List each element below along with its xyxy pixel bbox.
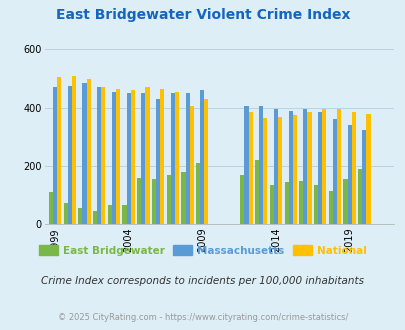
Bar bbox=[171, 93, 175, 224]
Bar bbox=[57, 77, 61, 224]
Text: © 2025 CityRating.com - https://www.cityrating.com/crime-statistics/: © 2025 CityRating.com - https://www.city… bbox=[58, 314, 347, 322]
Bar bbox=[130, 90, 134, 224]
Bar bbox=[137, 178, 141, 224]
Bar bbox=[361, 130, 366, 224]
Bar bbox=[126, 93, 130, 224]
Bar bbox=[196, 163, 200, 224]
Bar bbox=[68, 86, 72, 224]
Bar bbox=[244, 106, 248, 224]
Bar bbox=[111, 92, 116, 224]
Bar bbox=[122, 206, 126, 224]
Bar bbox=[181, 172, 185, 224]
Bar bbox=[93, 211, 97, 224]
Bar bbox=[254, 160, 258, 224]
Bar bbox=[240, 175, 244, 224]
Bar bbox=[328, 191, 332, 224]
Bar bbox=[175, 92, 179, 224]
Bar bbox=[307, 112, 311, 224]
Bar bbox=[351, 112, 355, 224]
Text: Crime Index corresponds to incidents per 100,000 inhabitants: Crime Index corresponds to incidents per… bbox=[41, 276, 364, 285]
Bar bbox=[200, 90, 204, 224]
Bar bbox=[151, 179, 156, 224]
Bar bbox=[332, 119, 336, 224]
Bar bbox=[145, 87, 149, 224]
Bar bbox=[366, 114, 370, 224]
Bar bbox=[53, 87, 57, 224]
Bar bbox=[262, 118, 267, 224]
Bar bbox=[298, 181, 303, 224]
Bar bbox=[141, 93, 145, 224]
Bar bbox=[86, 79, 90, 224]
Bar bbox=[101, 87, 105, 224]
Bar bbox=[160, 89, 164, 224]
Legend: East Bridgewater, Massachusetts, National: East Bridgewater, Massachusetts, Nationa… bbox=[35, 241, 370, 260]
Text: East Bridgewater Violent Crime Index: East Bridgewater Violent Crime Index bbox=[55, 8, 350, 22]
Bar bbox=[269, 185, 273, 224]
Bar bbox=[72, 76, 76, 224]
Bar bbox=[248, 112, 252, 224]
Bar bbox=[107, 206, 111, 224]
Bar bbox=[277, 116, 281, 224]
Bar bbox=[156, 99, 160, 224]
Bar bbox=[288, 111, 292, 224]
Bar bbox=[63, 203, 68, 224]
Bar bbox=[317, 112, 322, 224]
Bar bbox=[273, 109, 277, 224]
Bar bbox=[347, 125, 351, 224]
Bar bbox=[303, 109, 307, 224]
Bar bbox=[313, 185, 317, 224]
Bar bbox=[49, 192, 53, 224]
Bar bbox=[343, 179, 347, 224]
Bar bbox=[284, 182, 288, 224]
Bar bbox=[357, 169, 361, 224]
Bar bbox=[116, 89, 120, 224]
Bar bbox=[322, 109, 326, 224]
Bar bbox=[82, 83, 86, 224]
Bar bbox=[78, 208, 82, 224]
Bar bbox=[292, 115, 296, 224]
Bar bbox=[258, 106, 262, 224]
Bar bbox=[97, 87, 101, 224]
Bar bbox=[204, 99, 208, 224]
Bar bbox=[185, 93, 189, 224]
Bar bbox=[189, 106, 193, 224]
Bar bbox=[336, 109, 340, 224]
Bar bbox=[166, 175, 171, 224]
